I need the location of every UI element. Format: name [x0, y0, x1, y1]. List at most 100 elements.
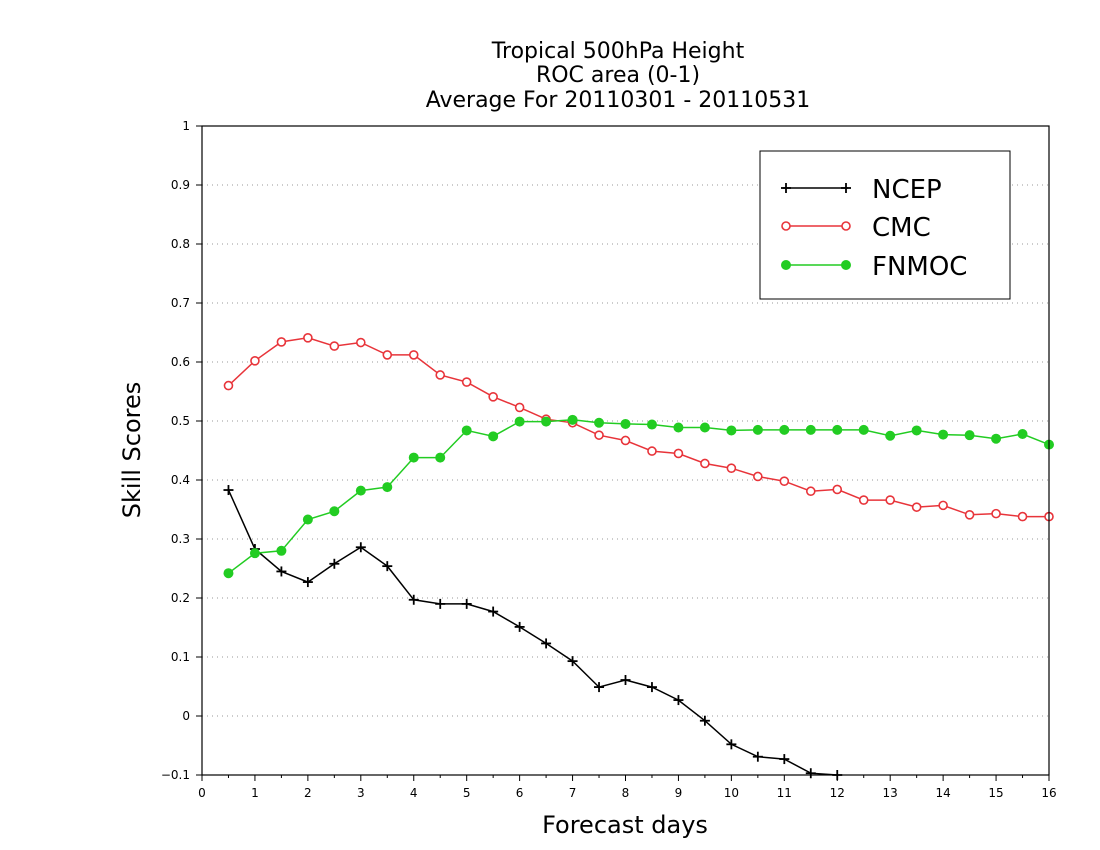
data-point-fnmoc — [382, 482, 393, 493]
data-point-fnmoc — [938, 429, 949, 440]
chart-title-line-2: ROC area (0-1) — [536, 63, 700, 88]
data-point-fnmoc — [858, 424, 869, 435]
data-point-cmc — [885, 495, 895, 505]
data-point-ncep — [461, 598, 472, 609]
data-point-cmc — [911, 502, 922, 512]
series-cmc — [223, 333, 1054, 522]
y-tick-label: 0.1 — [171, 650, 190, 664]
data-point-fnmoc — [805, 424, 816, 435]
data-point-cmc — [461, 377, 472, 387]
y-tick-label: 0.8 — [171, 237, 190, 251]
legend-marker — [841, 183, 851, 193]
data-point-fnmoc — [752, 424, 763, 435]
series-line-fnmoc — [228, 419, 1050, 574]
data-point-fnmoc — [355, 485, 366, 496]
data-point-fnmoc — [461, 425, 472, 436]
data-point-fnmoc — [567, 414, 578, 425]
data-point-fnmoc — [885, 430, 896, 441]
data-point-cmc — [356, 337, 366, 348]
y-tick-label: 0.7 — [171, 296, 190, 310]
data-point-fnmoc — [1017, 428, 1028, 439]
data-point-ncep — [514, 621, 525, 632]
data-point-cmc — [1017, 511, 1028, 522]
x-tick-label: 15 — [988, 786, 1003, 800]
legend: NCEP CMC FNMOC — [759, 150, 1011, 300]
x-tick-label: 13 — [883, 786, 898, 800]
legend-item-fnmoc: FNMOC — [781, 252, 967, 282]
data-point-cmc — [647, 446, 657, 456]
y-tick-label: 0.9 — [171, 178, 190, 192]
data-point-fnmoc — [911, 425, 922, 436]
data-point-cmc — [991, 508, 1001, 519]
data-point-cmc — [382, 350, 393, 360]
chart-title-line-1: Tropical 500hPa Height — [491, 39, 745, 64]
series-fnmoc — [223, 414, 1054, 579]
data-point-ncep — [620, 675, 631, 686]
legend-marker — [841, 221, 851, 231]
plot-frame — [201, 125, 1050, 776]
data-point-cmc — [620, 435, 631, 446]
y-tick-label: 0.4 — [171, 473, 190, 487]
data-point-fnmoc — [779, 424, 790, 435]
data-point-fnmoc — [435, 452, 446, 463]
legend-marker — [781, 221, 791, 231]
data-point-ncep — [355, 542, 366, 553]
legend-item-cmc: CMC — [781, 213, 931, 243]
data-point-fnmoc — [964, 430, 975, 441]
data-point-cmc — [303, 333, 313, 343]
data-point-fnmoc — [646, 419, 657, 430]
legend-label-fnmoc: FNMOC — [872, 252, 967, 282]
data-point-cmc — [435, 370, 446, 380]
y-tick-label: 0.5 — [171, 414, 190, 428]
data-point-fnmoc — [726, 425, 737, 436]
data-point-fnmoc — [249, 548, 260, 559]
data-point-ncep — [302, 577, 313, 588]
y-tick-label: 0 — [182, 709, 190, 723]
data-point-fnmoc — [832, 424, 843, 435]
data-point-ncep — [408, 594, 419, 605]
x-tick-label: 12 — [830, 786, 845, 800]
data-point-cmc — [673, 448, 684, 459]
data-point-fnmoc — [329, 506, 340, 517]
chart-title-line-3: Average For 20110301 - 20110531 — [426, 88, 811, 113]
x-tick-label: 5 — [463, 786, 471, 800]
data-point-ncep — [276, 566, 287, 577]
data-point-ncep — [435, 598, 446, 609]
axis-ticks: −0.100.10.20.30.40.50.60.70.80.910 1 2 3 4 5 6… — [161, 119, 1057, 800]
data-point-ncep — [752, 751, 763, 762]
data-point-fnmoc — [699, 422, 710, 433]
legend-marker — [841, 260, 851, 270]
data-point-cmc — [223, 380, 234, 391]
x-tick-label: 3 — [357, 786, 365, 800]
data-point-cmc — [329, 341, 340, 351]
data-point-ncep — [594, 682, 605, 693]
legend-label-ncep: NCEP — [872, 175, 942, 205]
data-point-cmc — [726, 463, 737, 474]
legend-label-cmc: CMC — [872, 213, 931, 243]
data-point-cmc — [964, 510, 975, 520]
x-tick-label: 11 — [777, 786, 792, 800]
data-point-cmc — [276, 337, 287, 347]
data-point-cmc — [805, 486, 816, 497]
data-point-cmc — [858, 495, 869, 505]
data-point-ncep — [673, 695, 684, 706]
data-point-fnmoc — [991, 433, 1002, 444]
data-point-cmc — [753, 471, 763, 482]
series-ncep — [223, 485, 843, 780]
data-point-fnmoc — [673, 422, 684, 433]
legend-box — [759, 150, 1011, 300]
x-tick-label: 6 — [516, 786, 524, 800]
x-tick-label: 16 — [1041, 786, 1056, 800]
series-line-cmc — [227, 337, 1049, 518]
data-point-cmc — [408, 350, 419, 360]
data-point-ncep — [382, 561, 393, 572]
series-line-ncep — [227, 489, 838, 776]
data-point-fnmoc — [541, 416, 552, 427]
x-tick-label: 2 — [304, 786, 312, 800]
data-point-cmc — [514, 402, 525, 413]
legend-marker — [781, 260, 791, 270]
y-tick-label: 1 — [182, 119, 190, 133]
x-axis-label: Forecast days — [542, 811, 708, 839]
data-point-cmc — [938, 500, 948, 511]
